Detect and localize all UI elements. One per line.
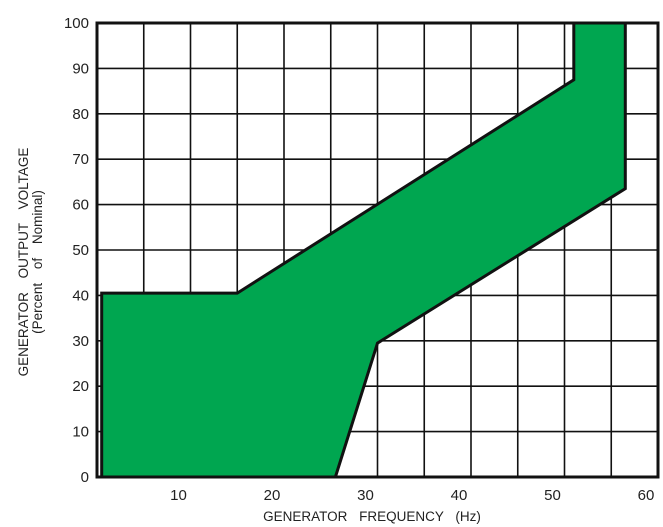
x-tick-label: 10 xyxy=(170,487,187,504)
y-tick-label: 20 xyxy=(72,378,89,395)
y-axis-title: GENERATOR OUTPUT VOLTAGE xyxy=(16,148,31,377)
y-tick-label: 80 xyxy=(72,106,89,123)
x-tick-label: 30 xyxy=(357,487,374,504)
x-axis-title: GENERATOR FREQUENCY (Hz) xyxy=(263,509,481,524)
x-tick-label: 60 xyxy=(638,487,655,504)
x-tick-label: 20 xyxy=(264,487,281,504)
y-axis-subtitle: (Percent of Nominal) xyxy=(30,190,45,334)
y-tick-label: 70 xyxy=(72,151,89,168)
x-tick-label: 40 xyxy=(451,487,468,504)
y-tick-label: 0 xyxy=(81,469,89,486)
y-tick-label: 10 xyxy=(72,424,89,441)
plot-frame xyxy=(95,21,660,479)
y-tick-label: 30 xyxy=(72,333,89,350)
y-tick-labels: 0 10 20 30 40 50 60 70 80 90 100 xyxy=(64,15,89,486)
y-tick-label: 40 xyxy=(72,287,89,304)
y-tick-label: 50 xyxy=(72,242,89,259)
x-tick-label: 50 xyxy=(544,487,561,504)
y-tick-label: 60 xyxy=(72,197,89,214)
y-tick-label: 90 xyxy=(72,60,89,77)
y-tick-label: 100 xyxy=(64,15,89,32)
x-tick-labels: 10 20 30 40 50 60 xyxy=(170,487,654,504)
